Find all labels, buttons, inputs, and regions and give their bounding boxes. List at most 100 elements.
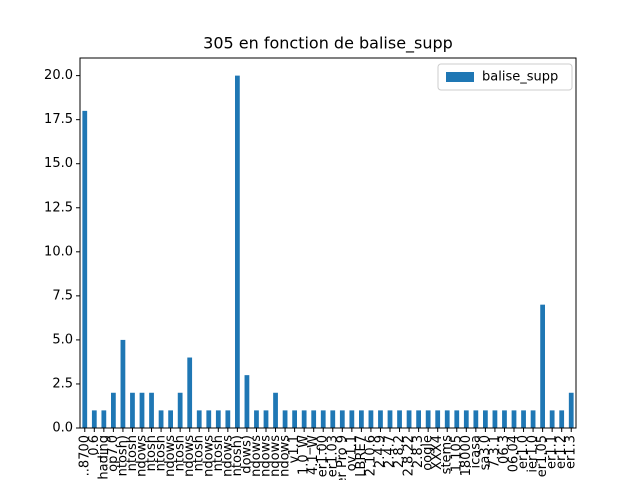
x-tick-label: ntosh: [211, 435, 226, 471]
bar: [320, 410, 326, 428]
x-tick-label: ndows: [278, 435, 293, 477]
legend-box: [437, 63, 573, 91]
x-tick-label: er1.2: [554, 435, 569, 469]
bar: [397, 410, 402, 428]
bar: [82, 110, 88, 428]
bar: [511, 410, 517, 428]
x-tick-label: ov1.1: [344, 435, 359, 471]
x-tick-label: 2.10.6: [363, 435, 378, 476]
bar: [101, 410, 107, 428]
chart-title: 305 en fonction de balise_supp: [203, 34, 453, 54]
x-tick-label: ndows: [201, 435, 216, 477]
x-tick-label: op7.0: [106, 435, 121, 472]
x-tick-label: LBRE7: [354, 435, 369, 477]
x-tick-label: ntosh: [144, 435, 159, 471]
bar: [120, 339, 126, 428]
x-tick-label: er1.05: [535, 435, 550, 477]
bar: [378, 410, 383, 428]
x-tick-label: er1.00: [316, 435, 331, 477]
x-tick-label: 2.8.3: [411, 435, 426, 468]
x-tick-label: 18000: [459, 435, 474, 476]
bar: [149, 392, 154, 428]
bar: [263, 410, 269, 428]
x-tick-label: ntosh): [230, 435, 245, 476]
y-tick-label: 7.5: [52, 288, 73, 303]
bar: [187, 357, 193, 428]
y-tick-label: 15.0: [44, 156, 73, 171]
x-tick-label: oogle: [421, 435, 436, 471]
x-tick-label: 2.8.22: [402, 435, 417, 476]
bar: [158, 410, 164, 428]
x-tick-label: ntosh: [154, 435, 169, 471]
x-tick-label: 2.4.7: [383, 435, 398, 468]
bar: [330, 410, 336, 428]
bar: [111, 392, 116, 428]
bar: [254, 410, 259, 428]
bar: [406, 410, 412, 428]
bar: [349, 410, 355, 428]
bar: [215, 410, 221, 428]
x-tick-label: ndows: [220, 435, 235, 477]
x-tick-label: ntosh: [125, 435, 140, 471]
bar: [282, 410, 288, 428]
bar: [368, 410, 374, 428]
x-tick-label: ndows: [163, 435, 178, 477]
x-tick-label: ..8700: [77, 435, 92, 476]
bar: [530, 410, 536, 428]
x-tick-label: er1.0: [516, 435, 531, 469]
bar: [492, 410, 498, 428]
x-tick-label: ndows: [135, 435, 150, 477]
bar: [568, 392, 574, 428]
bar: [206, 410, 212, 428]
x-tick-label: 1.0_W: [297, 435, 312, 475]
bar: [444, 410, 450, 428]
bar: [549, 410, 555, 428]
bar: [502, 410, 507, 428]
bar: [139, 392, 145, 428]
x-tick-label: 7.3.1: [487, 435, 502, 468]
bar: [463, 410, 469, 428]
x-tick-label: XXX4: [430, 435, 445, 470]
bar: [483, 410, 488, 428]
y-tick-label: 2.5: [52, 376, 73, 391]
bar: [425, 410, 431, 428]
legend-label: balise_supp: [482, 70, 558, 85]
bar: [339, 410, 345, 428]
bar: [130, 392, 135, 428]
x-tick-label: 4.1_W: [306, 435, 321, 475]
bar: [359, 410, 364, 428]
x-tick-label: _0.6: [87, 435, 102, 463]
bar: [559, 410, 565, 428]
x-tick-label: hading: [96, 435, 111, 480]
x-tick-label: sa3.0: [478, 435, 493, 470]
x-tick-label: ndows: [249, 435, 264, 477]
x-tick-label: dows): [239, 435, 254, 474]
bar: [91, 410, 97, 428]
x-tick-label: 2.8.2: [392, 435, 407, 468]
x-tick-label: er Pro 9: [335, 435, 350, 480]
x-tick-label: v1.1: [287, 435, 302, 463]
bar: [416, 410, 421, 428]
x-tick-label: ntosh): [115, 435, 130, 476]
bar: [454, 410, 460, 428]
bar: [225, 410, 231, 428]
x-tick-label: 2.4.9: [373, 435, 388, 468]
x-tick-label: er1.1: [545, 435, 560, 469]
y-tick-label: 10.0: [44, 244, 73, 259]
bar: [387, 410, 393, 428]
x-tick-label: 06.3: [497, 435, 512, 464]
x-tick-label: ntosh: [192, 435, 207, 471]
bar: [301, 410, 307, 428]
bar: [273, 392, 278, 428]
x-tick-label: er1.3: [564, 435, 579, 469]
bar: [311, 410, 317, 428]
x-tick-label: er1.03: [325, 435, 340, 477]
y-tick-label: 5.0: [52, 332, 73, 347]
x-tick-label: stems: [440, 435, 455, 475]
bar: [235, 75, 240, 428]
bar: [521, 410, 526, 428]
y-tick-label: 17.5: [44, 112, 73, 127]
bar: [473, 410, 479, 428]
bar: [292, 410, 297, 428]
